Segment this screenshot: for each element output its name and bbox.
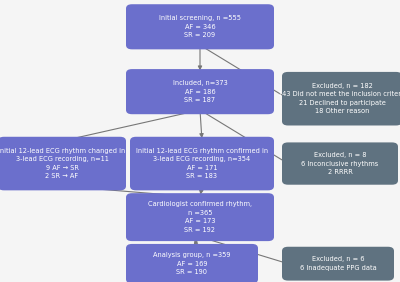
FancyBboxPatch shape (282, 142, 398, 185)
Text: Analysis group, n =359
AF = 169
SR = 190: Analysis group, n =359 AF = 169 SR = 190 (153, 252, 231, 275)
Text: Initial 12-lead ECG rhythm confirmed in
3-lead ECG recording, n=354
AF = 171
SR : Initial 12-lead ECG rhythm confirmed in … (136, 148, 268, 179)
Text: Excluded, n = 8
6 Inconclusive rhythms
2 RRRR: Excluded, n = 8 6 Inconclusive rhythms 2… (301, 152, 379, 175)
Text: Excluded, n = 182
143 Did not meet the inclusion criteria
21 Declined to partici: Excluded, n = 182 143 Did not meet the i… (278, 83, 400, 114)
FancyBboxPatch shape (282, 72, 400, 125)
Text: Initial 12-lead ECG rhythm changed in
3-lead ECG recording, n=11
9 AF → SR
2 SR : Initial 12-lead ECG rhythm changed in 3-… (0, 148, 126, 179)
FancyBboxPatch shape (126, 244, 258, 282)
FancyBboxPatch shape (126, 69, 274, 114)
FancyBboxPatch shape (126, 193, 274, 241)
Text: Initial screening, n =555
AF = 346
SR = 209: Initial screening, n =555 AF = 346 SR = … (159, 15, 241, 38)
FancyBboxPatch shape (0, 137, 126, 190)
Text: Cardiologist confirmed rhythm,
n =365
AF = 173
SR = 192: Cardiologist confirmed rhythm, n =365 AF… (148, 201, 252, 233)
Text: Included, n=373
AF = 186
SR = 187: Included, n=373 AF = 186 SR = 187 (173, 80, 227, 103)
Text: Excluded, n = 6
6 Inadequate PPG data: Excluded, n = 6 6 Inadequate PPG data (300, 256, 376, 271)
FancyBboxPatch shape (282, 247, 394, 281)
FancyBboxPatch shape (126, 4, 274, 49)
FancyBboxPatch shape (130, 137, 274, 190)
